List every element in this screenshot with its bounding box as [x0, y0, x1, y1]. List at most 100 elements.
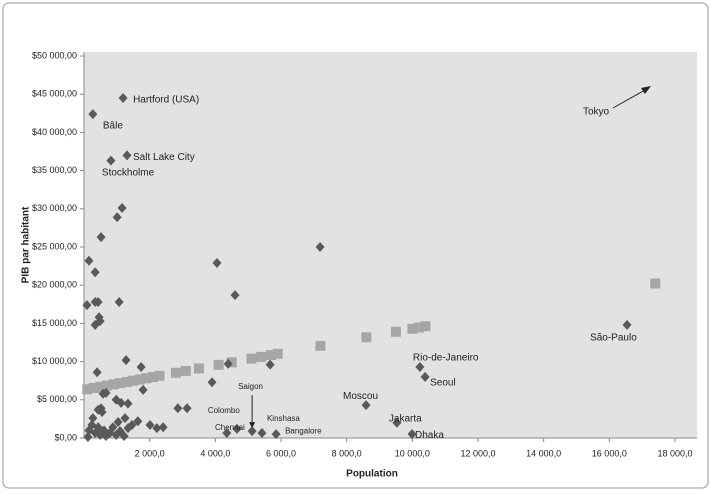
point [128, 375, 139, 386]
x-tick-label: 10 000,0 [395, 448, 430, 458]
point [101, 380, 112, 391]
point [121, 355, 131, 366]
point [222, 428, 232, 439]
point [361, 400, 371, 411]
point [112, 212, 122, 223]
point [116, 397, 126, 408]
point [122, 150, 132, 161]
point [650, 278, 661, 289]
point [315, 242, 325, 252]
y-tick-label: $45 000,00 [32, 89, 77, 99]
point [256, 351, 267, 362]
point [158, 422, 168, 433]
point [265, 359, 275, 370]
y-tick-label: $0,00 [54, 432, 77, 442]
point [120, 413, 130, 424]
point [230, 290, 240, 301]
y-tick-label: $15 000,00 [32, 318, 77, 328]
point [226, 357, 237, 368]
point [123, 398, 133, 409]
point [96, 232, 106, 243]
point [232, 423, 242, 434]
point-label: Seoul [430, 378, 456, 389]
point [266, 350, 277, 361]
point [108, 379, 119, 390]
point-label: Salt Lake City [133, 152, 195, 163]
point [113, 416, 123, 427]
x-axis-title: Population [346, 469, 398, 480]
point [101, 387, 111, 398]
point [127, 420, 137, 431]
point-label: Colombo [208, 406, 241, 415]
point [82, 384, 93, 395]
point [88, 413, 98, 424]
point-label: Bangalore [285, 426, 322, 435]
point-label: Stockholme [102, 167, 155, 178]
point [207, 377, 217, 388]
point [420, 321, 431, 332]
point [315, 340, 326, 351]
point [246, 353, 257, 364]
point [106, 155, 116, 166]
x-tick-label: 18 000,0 [657, 448, 692, 458]
point [147, 372, 158, 383]
y-tick-label: $35 000,00 [32, 165, 77, 175]
point-label: São-Paulo [590, 333, 637, 344]
point [114, 297, 124, 308]
point [170, 367, 181, 378]
point [272, 348, 283, 359]
point [392, 417, 402, 428]
point [413, 322, 424, 333]
point [154, 370, 165, 381]
point [119, 431, 129, 442]
point [173, 403, 183, 414]
point [271, 429, 281, 440]
y-tick-label: $50 000,00 [32, 50, 77, 60]
y-tick-label: $40 000,00 [32, 127, 77, 137]
x-tick-label: 14 000,0 [526, 448, 561, 458]
point [193, 363, 204, 374]
point-label: Bâle [103, 121, 123, 132]
point [115, 378, 126, 389]
x-tick-label: 12 000,0 [460, 448, 495, 458]
arrow-head [249, 422, 256, 429]
point [121, 376, 132, 387]
annotation: Tokyo [583, 107, 610, 118]
point [407, 429, 417, 440]
point [118, 93, 128, 104]
point [415, 361, 425, 372]
annotation-arrow [612, 89, 646, 109]
point [134, 374, 145, 385]
point [223, 358, 233, 369]
point [95, 316, 105, 327]
arrow-head [641, 86, 651, 94]
point-label: Jakarta [389, 413, 422, 424]
y-tick-label: $30 000,00 [32, 203, 77, 213]
point [82, 300, 92, 311]
point [90, 267, 100, 278]
point [83, 432, 93, 443]
y-tick-label: $25 000,00 [32, 241, 77, 251]
point [420, 371, 430, 382]
x-tick-label: 6 000,0 [266, 448, 296, 458]
point [117, 203, 127, 214]
point [84, 255, 94, 266]
y-tick-label: $5 000,00 [37, 394, 77, 404]
point [145, 420, 155, 431]
point [390, 326, 401, 337]
point [622, 319, 632, 330]
x-tick-label: 16 000,0 [592, 448, 627, 458]
point [95, 381, 106, 392]
point-label: Chennai [215, 423, 245, 432]
point [133, 416, 143, 427]
point-label: Moscou [343, 391, 378, 402]
point [182, 403, 192, 414]
point-label: Kinshasa [267, 414, 300, 423]
y-tick-label: $20 000,00 [32, 280, 77, 290]
point [361, 332, 372, 343]
point [247, 426, 257, 437]
point-label: Rio-de-Janeiro [413, 353, 479, 364]
point [136, 361, 146, 372]
x-tick-label: 8 000,0 [332, 448, 362, 458]
